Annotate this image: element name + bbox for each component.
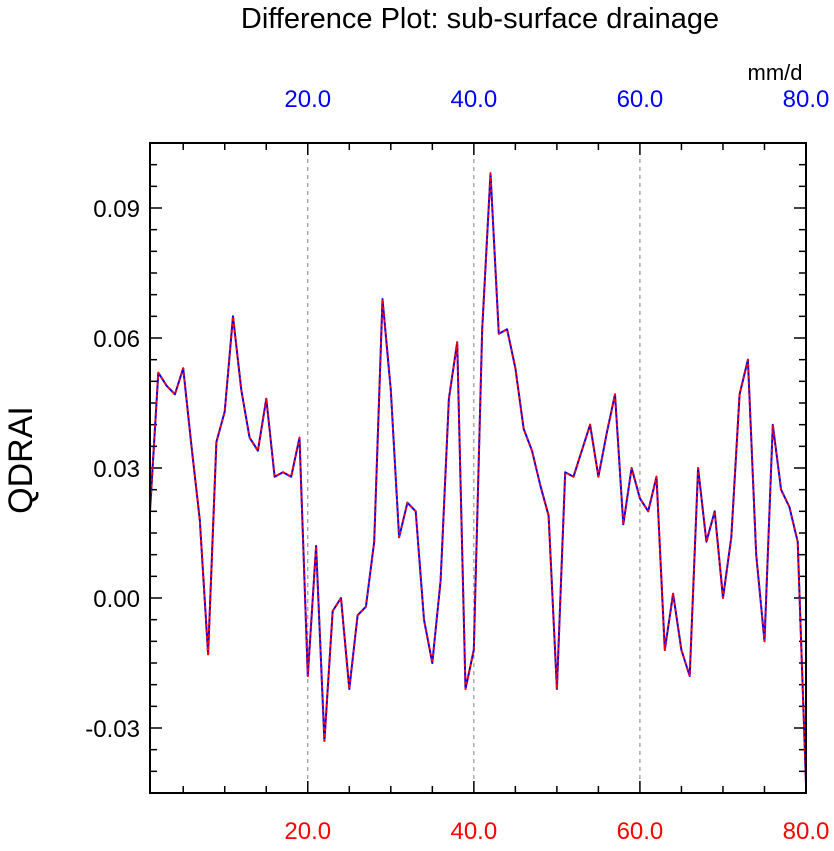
x-tick-label-bottom: 20.0: [284, 818, 331, 845]
series-lines: [149, 172, 807, 785]
x-tick-label-top: 40.0: [450, 86, 497, 113]
x-tick-label-top: 20.0: [284, 86, 331, 113]
units-label: mm/d: [748, 60, 803, 85]
y-tick-label: 0.03: [93, 456, 140, 483]
x-tick-label-top: 60.0: [617, 86, 664, 113]
x-tick-label-bottom: 60.0: [617, 818, 664, 845]
chart-title: Difference Plot: sub-surface drainage: [241, 3, 719, 35]
y-tick-label: 0.00: [93, 586, 140, 613]
x-tick-label-bottom: 40.0: [450, 818, 497, 845]
y-tick-label: 0.06: [93, 326, 140, 353]
y-tick-label: -0.03: [85, 716, 140, 743]
series-line-dashed: [149, 172, 807, 785]
plot-frame: [149, 142, 807, 794]
y-tick-label: 0.09: [93, 196, 140, 223]
grid-lines: [307, 143, 641, 793]
y-axis-label: QDRAI: [2, 406, 40, 514]
x-tick-label-top: 80.0: [783, 86, 830, 113]
x-tick-label-bottom: 80.0: [783, 818, 830, 845]
tick-labels: 20.0 20.0 40.0 40.0 60.0 60.0 80.0 80.0 0.09 0.06…: [85, 86, 829, 845]
